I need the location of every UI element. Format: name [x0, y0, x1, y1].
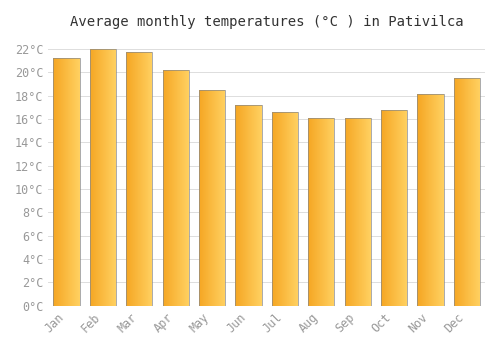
Bar — [54, 58, 80, 306]
Bar — [454, 78, 480, 306]
Bar — [418, 94, 444, 306]
Bar — [344, 118, 370, 306]
Bar — [308, 118, 334, 306]
Bar — [90, 49, 116, 306]
Bar — [199, 90, 225, 306]
Bar — [126, 52, 152, 306]
Title: Average monthly temperatures (°C ) in Pativilca: Average monthly temperatures (°C ) in Pa… — [70, 15, 464, 29]
Bar — [162, 70, 189, 306]
Bar — [236, 105, 262, 306]
Bar — [381, 110, 407, 306]
Bar — [272, 112, 298, 306]
